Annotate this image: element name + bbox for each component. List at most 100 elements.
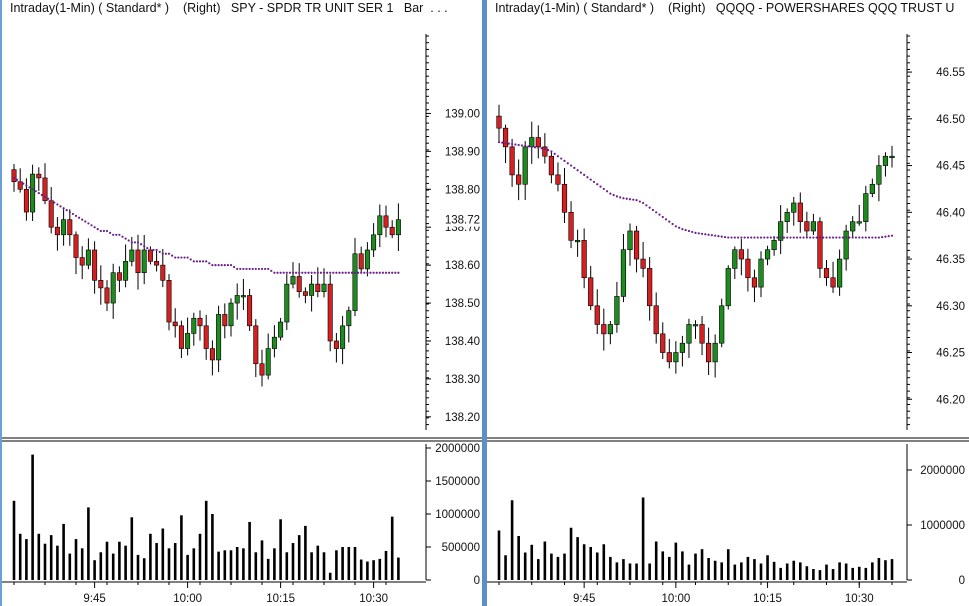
- candle-down: [561, 183, 568, 213]
- volume-bar: [105, 541, 109, 580]
- qqqq-chart-svg[interactable]: 46.55 46.50 46.45 46.40 46.35 46.30 46.25 46.20…: [487, 0, 969, 606]
- moving-average-point: [605, 190, 609, 193]
- moving-average-point: [615, 195, 618, 198]
- moving-average-point: [338, 271, 341, 274]
- volume-bar: [49, 535, 53, 580]
- candle-down: [154, 261, 160, 266]
- candle-up: [352, 253, 358, 311]
- volume-bar: [167, 548, 171, 580]
- volume-bar: [211, 514, 214, 580]
- moving-average-point: [756, 236, 759, 239]
- moving-average-point: [304, 271, 307, 274]
- volume-bar: [523, 552, 527, 580]
- spy-chart-svg[interactable]: 139.00138.90138.80138.70138.60138.50138.…: [2, 0, 482, 606]
- price-tick-label: 46.35: [936, 254, 965, 266]
- candle-down: [389, 226, 395, 236]
- candle-down: [296, 276, 302, 292]
- volume-tick-label: 1000000: [920, 520, 965, 532]
- candle-down: [92, 249, 98, 281]
- last-price-label: 138.72: [445, 215, 480, 227]
- volume-bar: [661, 551, 665, 580]
- volume-tick-label: 0: [474, 575, 480, 587]
- moving-average-point: [802, 236, 805, 239]
- moving-average-point: [583, 173, 586, 177]
- moving-average-point: [671, 222, 674, 226]
- volume-bar: [648, 563, 651, 580]
- time-tick-label: 10:30: [359, 593, 388, 605]
- moving-average-point: [223, 264, 226, 267]
- price-tick-label: 138.50: [445, 298, 480, 310]
- candle-up: [271, 336, 277, 349]
- candle-down: [160, 264, 166, 281]
- moving-average-point: [347, 271, 350, 274]
- volume-bar: [87, 507, 90, 580]
- volume-bar: [99, 552, 103, 580]
- volume-bar: [556, 556, 560, 580]
- candle-up: [284, 283, 290, 323]
- volume-bar: [779, 567, 782, 580]
- moving-average-point: [307, 271, 310, 274]
- candle-down: [73, 234, 79, 258]
- moving-average-point: [848, 236, 851, 239]
- candle-down: [203, 325, 209, 349]
- spy-chart-panel: Intraday(1-Min) ( Standard* ) (Right) SP…: [0, 0, 482, 606]
- candle-down: [817, 221, 823, 269]
- moving-average-point: [602, 187, 605, 191]
- moving-average-point: [520, 144, 524, 147]
- moving-average-point: [84, 220, 87, 223]
- moving-average-point: [291, 271, 295, 274]
- moving-average-point: [270, 269, 273, 272]
- moving-average-point: [276, 271, 279, 274]
- moving-average-point: [589, 178, 592, 181]
- candle-down: [222, 314, 228, 327]
- moving-average-point: [96, 228, 99, 231]
- moving-average-point: [707, 233, 710, 236]
- price-tick-label: 138.60: [445, 260, 480, 272]
- moving-average-point: [183, 256, 186, 259]
- volume-bar: [43, 543, 47, 580]
- moving-average-point: [622, 197, 625, 200]
- volume-tick-label: 2000000: [920, 465, 965, 477]
- moving-average-point: [381, 271, 384, 274]
- moving-average-point: [664, 218, 668, 221]
- volume-bar: [504, 555, 507, 580]
- moving-average-point: [717, 235, 720, 238]
- moving-average-point: [579, 171, 582, 174]
- moving-average-point: [136, 241, 140, 244]
- candle-down: [594, 305, 600, 325]
- window-splitter[interactable]: [482, 0, 487, 606]
- moving-average-point: [684, 228, 687, 232]
- candle-down: [36, 173, 42, 179]
- time-tick-label: 10:00: [173, 593, 202, 605]
- volume-bar: [589, 547, 592, 580]
- moving-average-point: [378, 271, 381, 274]
- volume-bar: [582, 544, 586, 580]
- moving-average-point: [310, 271, 313, 274]
- moving-average-point: [285, 271, 288, 274]
- volume-bar: [173, 543, 177, 580]
- candle-down: [315, 283, 321, 292]
- candle-up: [191, 317, 197, 334]
- candle-up: [882, 155, 889, 166]
- moving-average-point: [779, 236, 782, 239]
- moving-average-point: [700, 232, 704, 235]
- candle-up: [575, 240, 581, 243]
- candle-down: [104, 287, 110, 304]
- moving-average-point: [319, 271, 322, 274]
- moving-average-point: [720, 235, 723, 238]
- moving-average-point: [560, 157, 563, 160]
- time-tick-label: 9:45: [573, 593, 595, 605]
- candle-down: [745, 258, 751, 279]
- candle-down: [209, 348, 215, 361]
- moving-average-point: [858, 236, 861, 239]
- candle-up: [346, 310, 352, 327]
- candle-up: [791, 202, 797, 213]
- candle-up: [620, 249, 627, 297]
- time-tick-label: 10:00: [661, 593, 690, 605]
- candle-down: [247, 295, 253, 327]
- volume-bar: [260, 540, 264, 580]
- candle-down: [653, 305, 659, 335]
- volume-bar: [74, 539, 78, 580]
- candle-up: [614, 296, 620, 325]
- moving-average-point: [102, 229, 105, 233]
